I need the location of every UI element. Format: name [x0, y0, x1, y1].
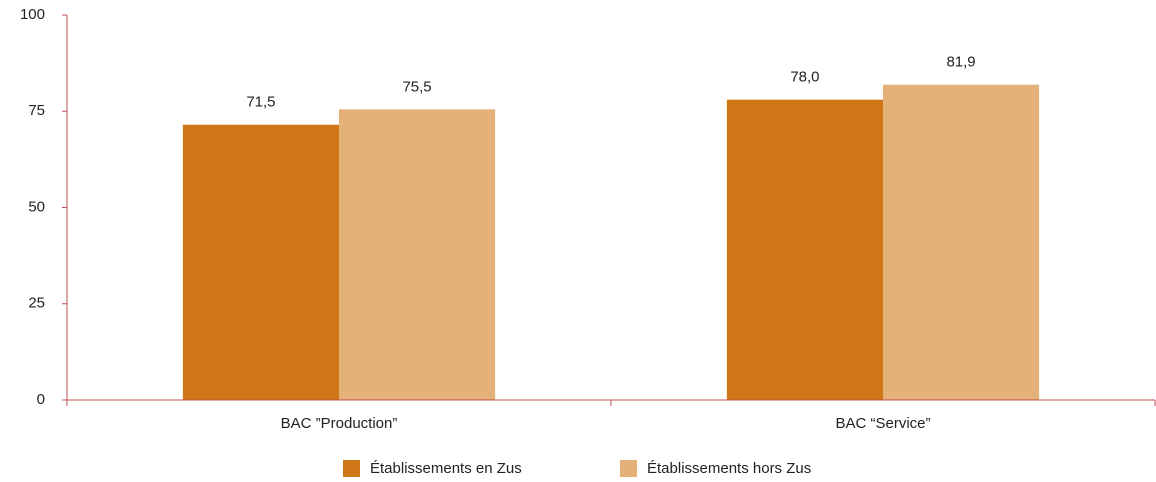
legend-label: Établissements en Zus: [370, 460, 522, 477]
legend-label: Établissements hors Zus: [647, 460, 811, 477]
bar: [726, 99, 883, 400]
y-tick-label: 0: [37, 391, 45, 408]
value-label: 75,5: [402, 78, 431, 95]
legend-swatch: [343, 460, 360, 477]
y-tick-label: 75: [28, 102, 45, 119]
bar: [883, 84, 1040, 400]
value-label: 81,9: [946, 54, 975, 71]
y-tick-label: 25: [28, 295, 45, 312]
x-tick-label: BAC ”Production”: [281, 415, 398, 432]
y-tick-label: 100: [20, 6, 45, 23]
value-label: 78,0: [790, 69, 819, 86]
legend-swatch: [620, 460, 637, 477]
bar: [182, 124, 339, 400]
value-label: 71,5: [246, 94, 275, 111]
bar: [339, 109, 496, 400]
y-tick-label: 50: [28, 198, 45, 215]
x-tick-label: BAC “Service”: [835, 415, 930, 432]
